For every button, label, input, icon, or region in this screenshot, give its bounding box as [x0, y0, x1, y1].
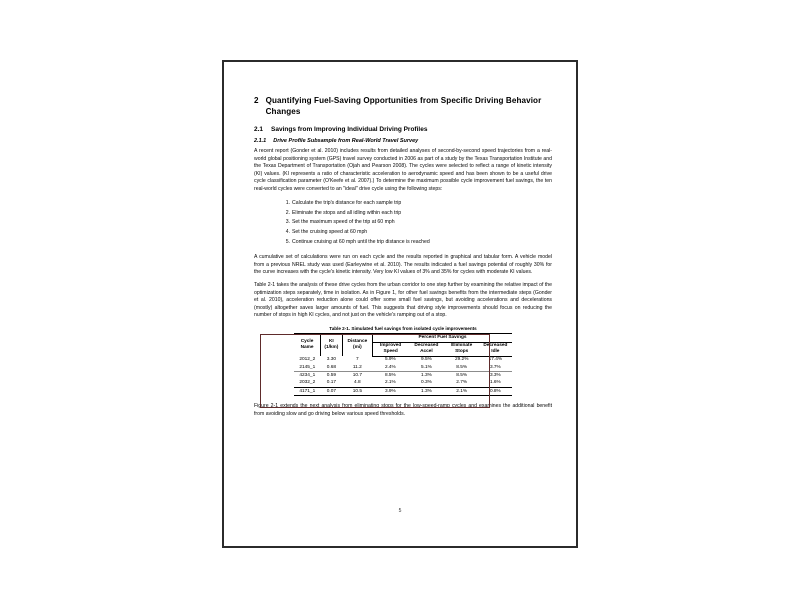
table-row: 2032_2 0.17 4.8 2.1% 0.3% 2.7% 1.6%: [294, 380, 512, 388]
heading-section-2-text: Quantifying Fuel-Saving Opportunities fr…: [265, 96, 542, 117]
cell-decreased-idle: 17.4%: [488, 357, 503, 363]
cell-distance: 11.2: [352, 364, 362, 370]
cell-eliminate-stops: 2.1%: [444, 386, 479, 397]
cell-distance: 4.8: [354, 380, 361, 386]
list-item: Calculate the trip's distance for each s…: [280, 199, 402, 208]
cell-decreased-accel: 1.3%: [408, 386, 445, 397]
table-row: 4234_1 0.59 10.7 8.5% 1.3% 8.5% 3.3%: [294, 371, 512, 380]
cell-decreased-accel: 9.5%: [421, 357, 432, 363]
cell-decreased-idle: 1.6%: [489, 380, 501, 386]
table-header-row-group: Cycle Name KI (1/km) Distance (mi) Perce…: [294, 333, 512, 357]
cell-ki: 0.17: [326, 380, 336, 386]
cell-cycle-name: 2012_2: [299, 357, 316, 363]
cell-ki: 3.30: [326, 357, 336, 363]
cell-distance: 10.7: [342, 371, 373, 380]
cell-decreased-accel: 5.1%: [421, 364, 432, 370]
column-group-header-percent-fuel-savings: Percent Fuel Savings: [372, 333, 512, 343]
cell-ki: 0.59: [320, 371, 343, 380]
cell-eliminate-stops: 29.2%: [454, 357, 469, 363]
table-block: Table 2-1. Simulated fuel savings from i…: [254, 325, 552, 408]
table-row: 2012_2 3.30 7 5.9% 9.5% 29.2% 17.4%: [294, 356, 512, 364]
table-header-row-sub: Improved Speed Decreased Accel Eliminate…: [294, 342, 512, 357]
table-row: 4171_1 0.07 10.5 3.9% 1.3% 2.1% 0.8%: [294, 386, 512, 397]
table-body: 2012_2 3.30 7 5.9% 9.5% 29.2% 17.4% 2145…: [294, 356, 512, 397]
page-content: 2 Quantifying Fuel-Saving Opportunities …: [254, 95, 552, 424]
column-header-distance: Distance (mi): [342, 333, 374, 357]
list-item: Set the maximum speed of the trip at 60 …: [280, 218, 395, 227]
heading-section-2-1-1: 2.1.1 Drive Profile Subsample from Real-…: [254, 137, 552, 145]
fuel-savings-table: Cycle Name KI (1/km) Distance (mi) Perce…: [294, 333, 512, 397]
cell-ki: 0.68: [326, 364, 336, 370]
paragraph-after-list: A cumulative set of calculations were ru…: [254, 254, 552, 275]
table-head: Cycle Name KI (1/km) Distance (mi) Perce…: [294, 333, 512, 357]
paragraph-after-table: Figure 2-1 extends the next analysis fro…: [254, 403, 552, 417]
heading-section-2-1-1-number: 2.1.1: [254, 137, 267, 144]
column-header-cycle-name: Cycle Name: [294, 333, 322, 357]
list-cycle-steps: Calculate the trip's distance for each s…: [254, 199, 552, 247]
cell-distance: 10.5: [342, 386, 373, 397]
cell-improved-speed: 3.9%: [372, 386, 409, 397]
column-header-eliminate-stops: Eliminate Stops: [444, 342, 479, 357]
cell-cycle-name: 2145_1: [299, 364, 316, 370]
cell-decreased-accel: 0.3%: [421, 380, 432, 386]
list-item: Continue cruising at 60 mph until the tr…: [280, 238, 430, 247]
heading-section-2-1: 2.1 Savings from Improving Individual Dr…: [254, 125, 552, 134]
page-number: 5: [398, 508, 402, 514]
table-caption: Table 2-1. Simulated fuel savings from i…: [329, 325, 477, 331]
column-header-decreased-accel: Decreased Accel: [408, 342, 445, 357]
paragraph-before-table: Table 2-1 takes the analysis of these dr…: [254, 282, 552, 319]
cell-eliminate-stops: 8.5%: [444, 371, 479, 380]
document-page: 2 Quantifying Fuel-Saving Opportunities …: [222, 60, 578, 548]
column-header-decreased-idle: Decreased Idle: [478, 342, 512, 357]
cell-cycle-name: 4234_1: [294, 371, 321, 380]
cell-distance: 7: [356, 357, 359, 363]
list-item: Set the cruising speed at 60 mph: [280, 228, 368, 237]
cell-decreased-idle: 3.7%: [489, 364, 501, 370]
column-header-ki: KI (1/km): [320, 333, 343, 357]
cell-ki: 0.07: [320, 386, 343, 397]
column-header-improved-speed: Improved Speed: [372, 342, 409, 357]
heading-section-2-1-text: Savings from Improving Individual Drivin…: [271, 126, 428, 134]
heading-section-2-number: 2: [254, 96, 259, 105]
cell-improved-speed: 5.9%: [384, 357, 396, 363]
heading-section-2: 2 Quantifying Fuel-Saving Opportunities …: [254, 95, 552, 117]
cell-decreased-accel: 1.3%: [408, 371, 445, 380]
paragraph-intro: A recent report (Gonder et al. 2010) inc…: [254, 148, 552, 192]
list-item: Eliminate the stops and all idling withi…: [280, 209, 402, 218]
cell-improved-speed: 2.1%: [384, 380, 396, 386]
cell-eliminate-stops: 2.7%: [456, 380, 468, 386]
cell-decreased-idle: 0.8%: [478, 386, 512, 397]
cell-decreased-idle: 3.3%: [478, 371, 512, 380]
heading-section-2-1-number: 2.1: [254, 126, 264, 134]
cell-improved-speed: 8.5%: [372, 371, 409, 380]
cell-eliminate-stops: 8.5%: [456, 364, 468, 370]
cell-cycle-name: 2032_2: [299, 380, 316, 386]
table-row: 2145_1 0.68 11.2 2.4% 5.1% 8.5% 3.7%: [294, 364, 512, 372]
cell-cycle-name: 4171_1: [294, 386, 321, 397]
heading-section-2-1-1-text: Drive Profile Subsample from Real-World …: [273, 137, 419, 144]
cell-improved-speed: 2.4%: [384, 364, 396, 370]
